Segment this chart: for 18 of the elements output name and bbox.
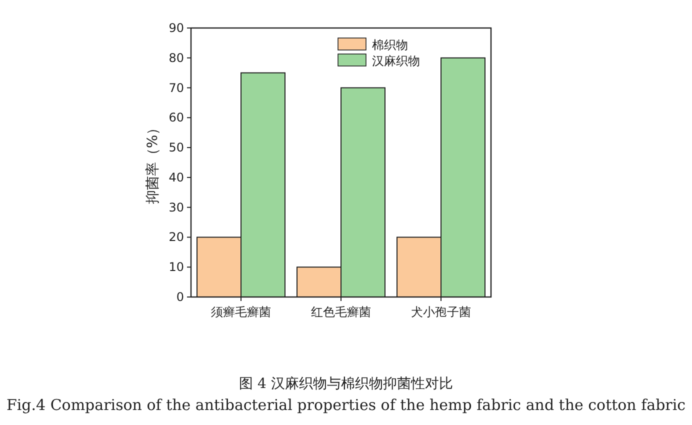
y-tick-label: 10: [168, 260, 184, 274]
y-axis-title: 抑菌率（%）: [145, 120, 161, 204]
x-tick-label: 须癣毛癣菌: [211, 305, 271, 319]
x-tick-label: 犬小孢子菌: [411, 305, 471, 319]
y-tick-label: 90: [168, 21, 184, 35]
y-tick-label: 20: [168, 230, 184, 244]
y-tick-label: 40: [168, 170, 184, 184]
y-tick-label: 30: [168, 200, 184, 214]
y-tick-label: 70: [168, 80, 184, 95]
y-tick-label: 80: [168, 50, 184, 65]
y-tick-label: 60: [168, 110, 184, 125]
y-tick-label: 50: [168, 140, 184, 155]
legend-label: 棉织物: [372, 38, 408, 52]
y-tick-label: 0: [176, 290, 184, 304]
caption: Fig.4 Comparison of the antibacterial properties of the hemp fabric and the cotton fabric: [6, 396, 686, 414]
caption: 图 4 汉麻织物与棉织物抑菌性对比: [239, 376, 453, 392]
x-tick-label: 红色毛癣菌: [311, 305, 371, 319]
legend-label: 汉麻织物: [372, 54, 420, 68]
